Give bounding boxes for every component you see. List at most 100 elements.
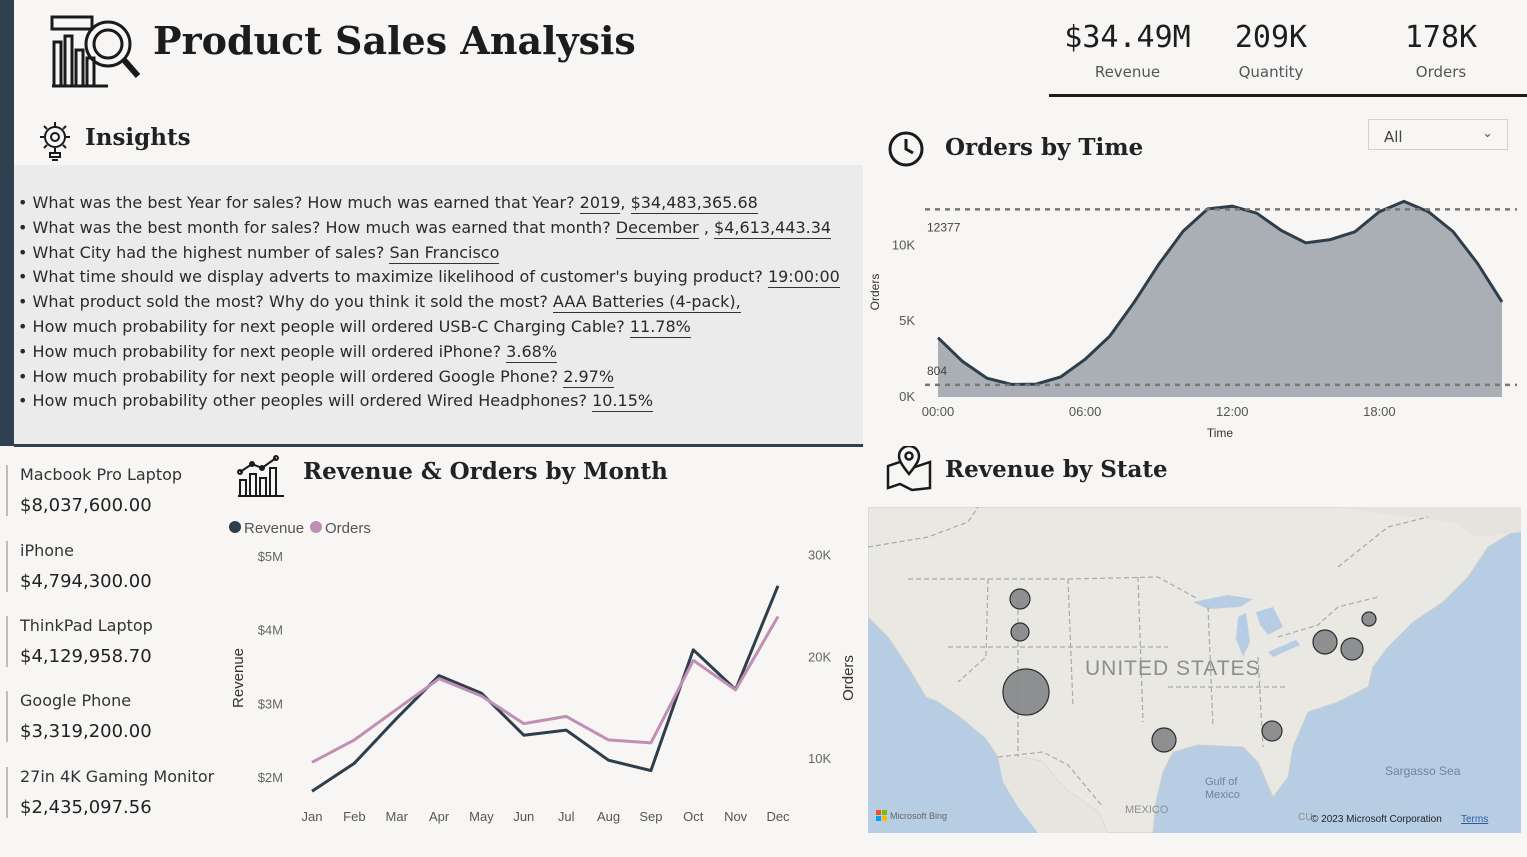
insight-question: What City had the highest number of sale… xyxy=(32,242,385,262)
bubble-oregon[interactable] xyxy=(1010,622,1030,642)
bubble-maine[interactable] xyxy=(1361,611,1377,627)
x-tick-label: Dec xyxy=(766,809,790,824)
x-tick-label: Nov xyxy=(724,809,748,824)
insights-title: Insights xyxy=(85,124,191,151)
revenue-by-state-map[interactable]: UNITED STATES Gulf of Mexico Sargasso Se… xyxy=(868,507,1521,833)
insight-answer: 2019 xyxy=(579,193,621,214)
page-title: Product Sales Analysis xyxy=(153,18,636,63)
bubble-texas[interactable] xyxy=(1151,727,1177,753)
map-copyright: © 2023 Microsoft Corporation xyxy=(1311,814,1442,825)
product-revenue: $2,435,097.56 xyxy=(20,797,152,818)
insight-question: How much probability other peoples will … xyxy=(32,391,587,411)
legend-label[interactable]: Orders xyxy=(325,520,371,537)
y-tick-label: 0K xyxy=(899,389,915,404)
y-tick-label: $2M xyxy=(258,770,283,785)
product-name: Google Phone xyxy=(20,691,132,710)
land-north-america xyxy=(868,507,1521,833)
insight-question: What time should we display adverts to m… xyxy=(32,267,763,287)
y2-tick-label: 10K xyxy=(808,751,831,766)
map-terms-link[interactable]: Terms xyxy=(1461,814,1488,825)
insight-question: How much probability for next people wil… xyxy=(32,341,502,361)
revenue-orders-by-month-chart: Revenue Orders $2M $3M $4M $5M 10K 20K 30K Jan Feb… xyxy=(229,520,857,824)
lightbulb-gear-icon xyxy=(40,122,70,161)
y2-tick-label: 30K xyxy=(808,547,831,562)
revenue-by-state-title: Revenue by State xyxy=(945,456,1168,483)
product-revenue: $3,319,200.00 xyxy=(20,721,152,742)
insight-answer: $34,483,365.68 xyxy=(630,193,758,214)
kpi-orders: 178K Orders xyxy=(1380,20,1502,81)
map-label-sea: Sargasso Sea xyxy=(1385,764,1461,778)
y-axis-label: Orders xyxy=(868,274,882,311)
bubble-california[interactable] xyxy=(1002,668,1050,716)
product-revenue: $4,129,958.70 xyxy=(20,646,152,667)
lake-huron xyxy=(1256,607,1283,635)
map-label-mexico: MEXICO xyxy=(1125,804,1169,816)
product-revenue: $4,794,300.00 xyxy=(20,571,152,592)
product-card: ThinkPad Laptop $4,129,958.70 xyxy=(6,616,230,667)
map-brand: Microsoft Bing xyxy=(890,811,947,821)
left-accent-bar xyxy=(0,0,14,446)
product-card: Google Phone $3,319,200.00 xyxy=(6,691,230,742)
map-label-cuba: CU xyxy=(1298,812,1312,823)
bubble-massachusetts[interactable] xyxy=(1340,637,1364,661)
bubble-washington[interactable] xyxy=(1009,588,1031,610)
insight-question: How much probability for next people wil… xyxy=(32,316,625,336)
insight-answer: $4,613,443.34 xyxy=(714,217,832,239)
product-name: iPhone xyxy=(20,541,75,560)
insight-answer: San Francisco xyxy=(389,242,500,264)
insight-item: • How much probability for next people w… xyxy=(18,341,557,363)
kpi-orders-label: Orders xyxy=(1415,63,1467,81)
product-name: 27in 4K Gaming Monitor xyxy=(20,767,215,786)
x-tick-label: May xyxy=(469,809,494,824)
bubble-georgia[interactable] xyxy=(1261,720,1283,742)
growth-chart-icon xyxy=(237,455,284,497)
lake-erie xyxy=(1268,640,1300,657)
x-tick-label: Mar xyxy=(386,809,409,824)
y-axis-label: Revenue xyxy=(230,648,247,708)
x-tick-label: 06:00 xyxy=(1069,404,1102,419)
legend-label[interactable]: Revenue xyxy=(244,520,304,537)
kpi-revenue-value: $34.49M xyxy=(1064,20,1191,55)
y-tick-label: $3M xyxy=(258,696,283,711)
insight-question: What was the best month for sales? How m… xyxy=(32,217,611,237)
revenue-orders-by-month-title: Revenue & Orders by Month xyxy=(303,458,668,485)
insight-answer: 2.97% xyxy=(563,366,615,388)
lake-superior xyxy=(1193,595,1253,609)
insight-item: • What was the best Year for sales? How … xyxy=(18,193,758,214)
time-filter-value: All xyxy=(1384,128,1403,146)
kpi-quantity-label: Quantity xyxy=(1238,63,1304,81)
insight-answer: 10.15% xyxy=(592,391,654,413)
insight-item: • How much probability for next people w… xyxy=(18,316,691,338)
product-card: iPhone $4,794,300.00 xyxy=(6,541,230,592)
product-name: Macbook Pro Laptop xyxy=(20,465,183,484)
legend-swatch xyxy=(229,521,241,533)
insight-question: How much probability for next people wil… xyxy=(32,366,559,386)
kpi-quantity-value: 209K xyxy=(1234,20,1308,55)
bubble-new-york[interactable] xyxy=(1312,629,1338,655)
x-tick-label: 18:00 xyxy=(1363,404,1396,419)
x-tick-label: Aug xyxy=(597,809,620,824)
time-filter-dropdown[interactable]: All ⌄ xyxy=(1368,119,1508,150)
insight-item: • What time should we display adverts to… xyxy=(18,267,840,289)
x-tick-label: 00:00 xyxy=(922,404,955,419)
x-axis-label: Time xyxy=(1207,426,1234,440)
y-tick-label: $5M xyxy=(258,549,283,564)
insight-item: • How much probability other peoples wil… xyxy=(18,391,654,413)
orders-by-time-title: Orders by Time xyxy=(945,134,1144,161)
chevron-down-icon: ⌄ xyxy=(1482,126,1493,141)
legend-swatch xyxy=(310,521,322,533)
x-tick-label: Sep xyxy=(639,809,662,824)
microsoft-logo-icon xyxy=(876,810,887,821)
land-mexico xyxy=(998,757,1108,833)
clock-icon xyxy=(888,131,924,167)
product-revenue: $8,037,600.00 xyxy=(20,495,152,516)
x-tick-label: Oct xyxy=(683,809,704,824)
product-card: Macbook Pro Laptop $8,037,600.00 xyxy=(6,465,230,516)
insight-item: • How much probability for next people w… xyxy=(18,366,615,388)
product-name: ThinkPad Laptop xyxy=(20,616,153,635)
orders-line xyxy=(936,199,1504,386)
x-tick-label: Apr xyxy=(429,809,450,824)
insight-item: • What City had the highest number of sa… xyxy=(18,242,500,264)
insight-answer: AAA Batteries (4-pack), xyxy=(552,292,741,314)
insights-list: • What was the best Year for sales? How … xyxy=(18,192,840,415)
